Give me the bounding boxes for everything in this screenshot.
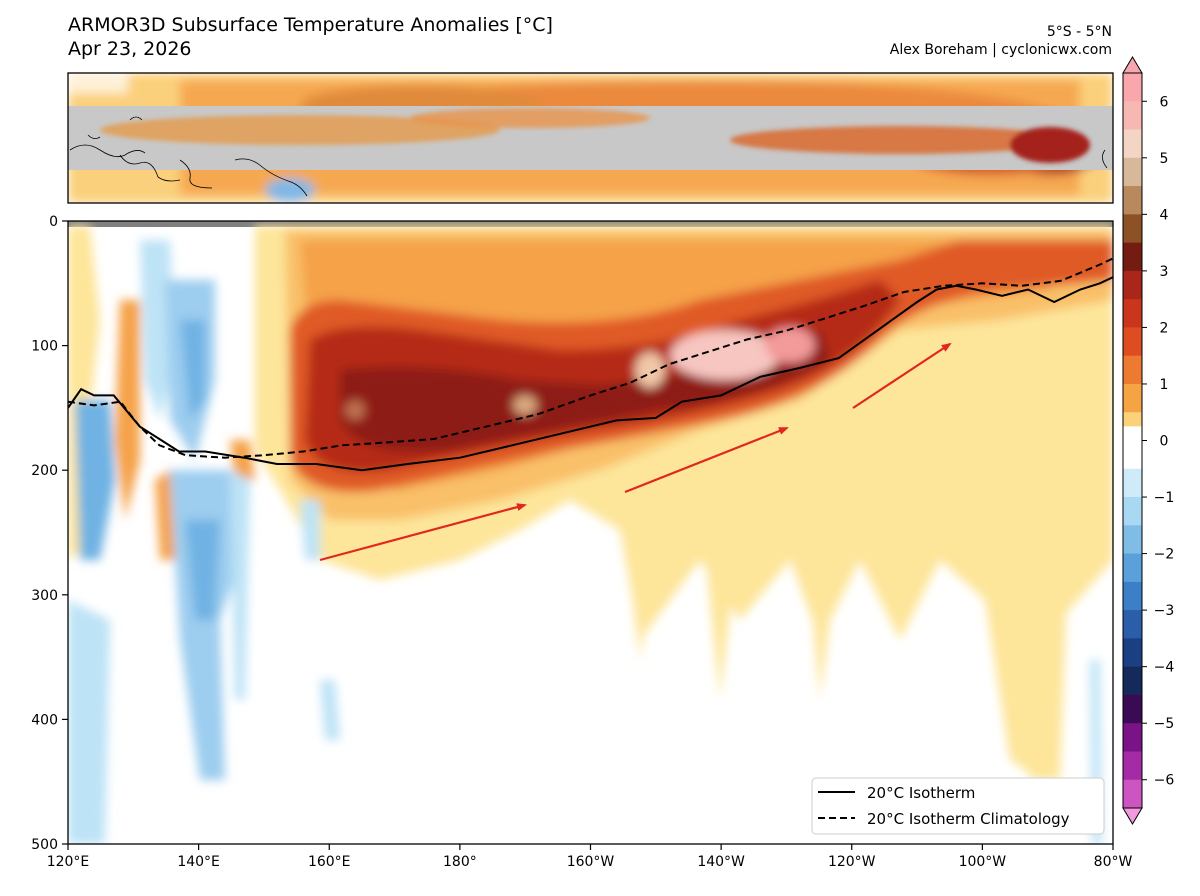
- chart-title: ARMOR3D Subsurface Temperature Anomalies…: [68, 14, 553, 36]
- x-tick-label: 180°: [443, 854, 477, 870]
- x-tick-label: 160°E: [308, 854, 351, 870]
- colorbar-segment: [1123, 412, 1142, 427]
- annotation-arrows: [319, 342, 952, 562]
- colorbar-tick-label: 0: [1160, 434, 1169, 450]
- colorbar-segment: [1123, 186, 1142, 215]
- colorbar-tick-label: −1: [1154, 490, 1175, 506]
- colorbar-tick-label: 6: [1160, 94, 1169, 110]
- colorbar-segment: [1123, 666, 1142, 696]
- colorbar-segment: [1123, 694, 1142, 724]
- y-tick-label: 500: [31, 837, 58, 853]
- y-tick-label: 200: [31, 463, 58, 479]
- colorbar-segment: [1123, 242, 1142, 272]
- colorbar-tick-label: −2: [1154, 547, 1175, 563]
- legend-entry-climatology: 20°C Isotherm Climatology: [867, 810, 1070, 828]
- colorbar-tick-label: 5: [1160, 151, 1169, 167]
- colorbar: 6 5 4 3 2 1 0 −1 −2 −3 −4 −5 −6: [1122, 56, 1175, 825]
- colorbar-tick-label: −5: [1154, 716, 1175, 732]
- y-tick-label: 400: [31, 712, 58, 728]
- x-tick-label: 120°W: [828, 854, 876, 870]
- isotherm-lines: [68, 257, 1113, 472]
- colorbar-segment: [1123, 553, 1142, 583]
- colorbar-max-extension: [1122, 56, 1143, 74]
- colorbar-segment: [1123, 383, 1142, 413]
- arrow-3: [852, 342, 952, 409]
- colorbar-segment: [1123, 723, 1142, 753]
- colorbar-tick-label: 4: [1160, 207, 1169, 223]
- x-axis: 120°E 140°E 160°E 180° 160°W 140°W 120°W 100°W 8…: [47, 844, 1133, 870]
- arrow-2: [624, 426, 789, 494]
- region-label: 5°S - 5°N: [1046, 24, 1112, 40]
- x-tick-label: 80°W: [1094, 854, 1133, 870]
- credit-label: Alex Boreham | cyclonicwx.com: [889, 42, 1112, 58]
- colorbar-segment: [1123, 355, 1142, 385]
- y-axis: 0 100 200 300 400 500: [31, 214, 68, 853]
- colorbar-tick-label: −6: [1154, 773, 1175, 789]
- legend: 20°C Isotherm 20°C Isotherm Climatology: [811, 777, 1105, 835]
- colorbar-segment: [1123, 327, 1142, 357]
- colorbar-tick-label: −3: [1154, 603, 1175, 619]
- x-tick-label: 120°E: [47, 854, 90, 870]
- arrow-1: [319, 503, 527, 562]
- main-plot-area: [67, 220, 1114, 845]
- x-tick-label: 140°W: [697, 854, 745, 870]
- colorbar-segment: [1123, 270, 1142, 300]
- colorbar-segment: [1123, 581, 1142, 611]
- colorbar-segment: [1123, 129, 1142, 159]
- colorbar-segment: [1123, 751, 1142, 781]
- isotherm-20c-line: [68, 276, 1113, 472]
- colorbar-tick-label: −4: [1154, 660, 1175, 676]
- colorbar-tick-label: 1: [1160, 377, 1169, 393]
- colorbar-segment: [1123, 157, 1142, 187]
- y-tick-label: 300: [31, 588, 58, 604]
- x-tick-label: 160°W: [567, 854, 615, 870]
- y-tick-label: 100: [31, 339, 58, 355]
- x-tick-label: 100°W: [959, 854, 1007, 870]
- legend-entry-isotherm: 20°C Isotherm: [867, 784, 975, 802]
- y-tick-label: 0: [49, 214, 58, 230]
- anomaly-field: [68, 226, 1113, 844]
- colorbar-segment: [1123, 779, 1142, 809]
- colorbar-segment: [1123, 638, 1142, 668]
- colorbar-segment: [1123, 73, 1142, 102]
- isotherm-20c-climatology-line: [68, 257, 1113, 459]
- map-panel: [67, 72, 1114, 204]
- colorbar-segment: [1123, 610, 1142, 639]
- colorbar-segment: [1123, 468, 1142, 498]
- colorbar-segment: [1123, 101, 1142, 131]
- chart-date: Apr 23, 2026: [68, 38, 192, 60]
- colorbar-segment: [1123, 299, 1142, 329]
- colorbar-segment: [1123, 454, 1142, 470]
- colorbar-tick-label: 3: [1160, 264, 1169, 280]
- colorbar-segment: [1123, 497, 1142, 526]
- colorbar-tick-label: 2: [1160, 320, 1169, 336]
- colorbar-min-extension: [1122, 807, 1143, 825]
- colorbar-segment: [1123, 525, 1142, 555]
- x-tick-label: 140°E: [177, 854, 220, 870]
- coastline-outlines: [69, 116, 1108, 197]
- colorbar-segment: [1123, 214, 1142, 244]
- colorbar-segment: [1123, 426, 1142, 456]
